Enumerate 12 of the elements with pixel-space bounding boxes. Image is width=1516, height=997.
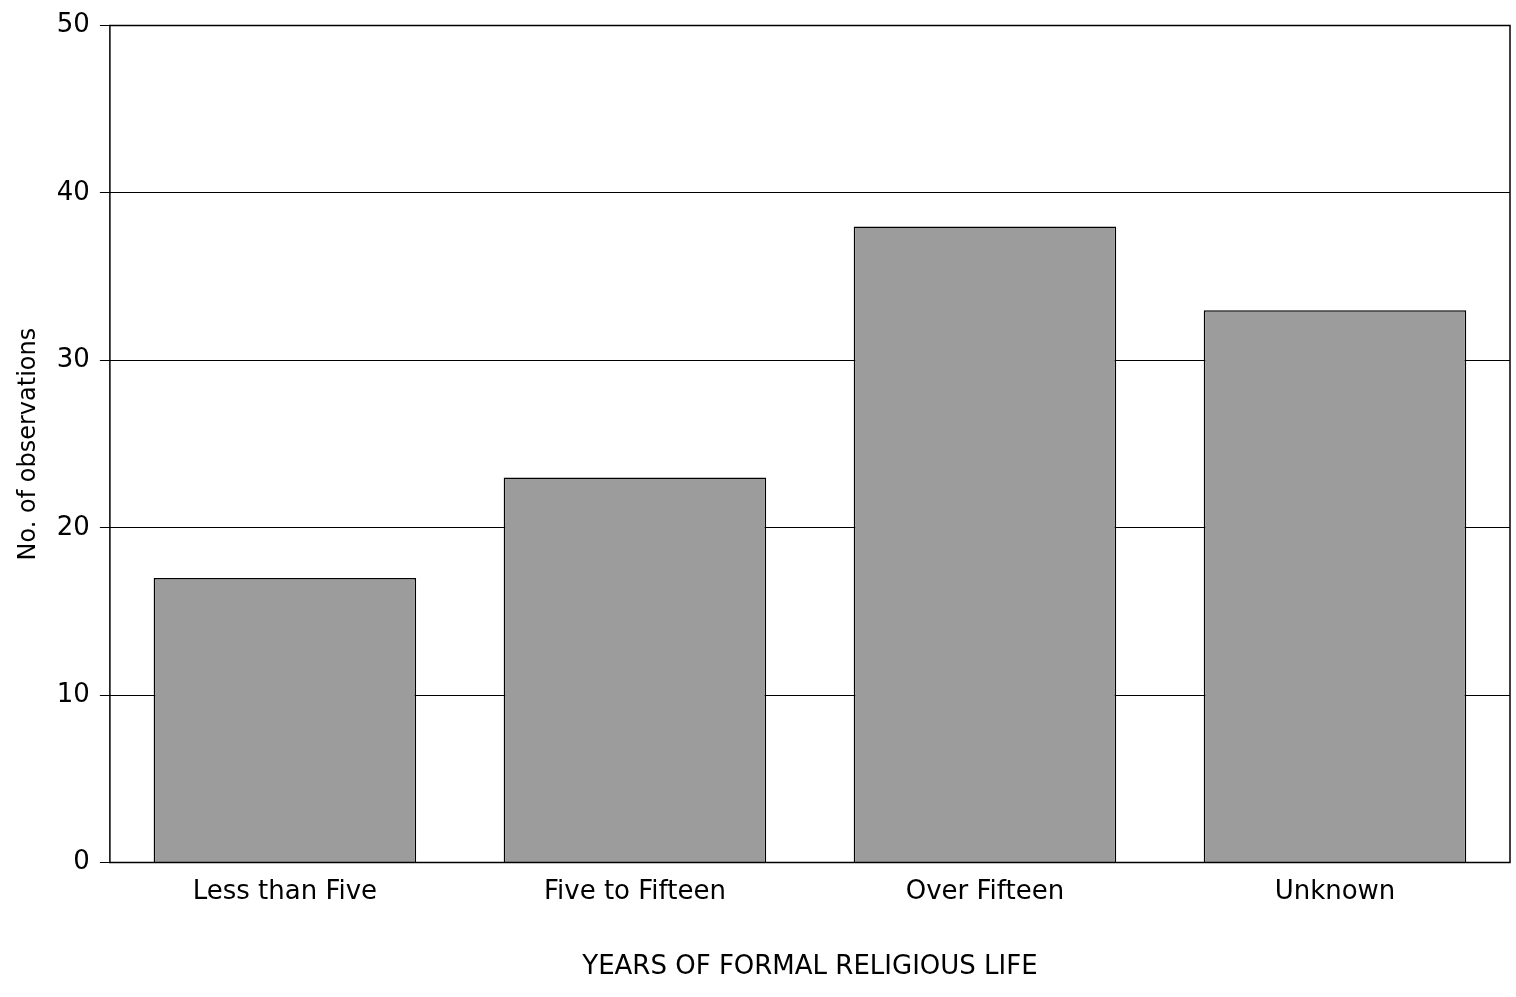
y-tick-label: 40 (56, 175, 90, 206)
x-axis-title: YEARS OF FORMAL RELIGIOUS LIFE (581, 950, 1038, 981)
y-axis-title: No. of observations (12, 327, 41, 561)
y-tick-label: 0 (73, 845, 90, 876)
y-tick-label: 50 (56, 8, 90, 39)
x-tick-label: Five to Fifteen (543, 874, 726, 905)
y-tick-label: 30 (56, 343, 90, 374)
x-tick-label: Unknown (1274, 874, 1396, 905)
y-tick-label: 10 (56, 677, 90, 708)
x-tick-label: Less than Five (192, 874, 378, 905)
x-tick-label: Over Fifteen (905, 874, 1065, 905)
y-tick-label: 20 (56, 510, 90, 541)
